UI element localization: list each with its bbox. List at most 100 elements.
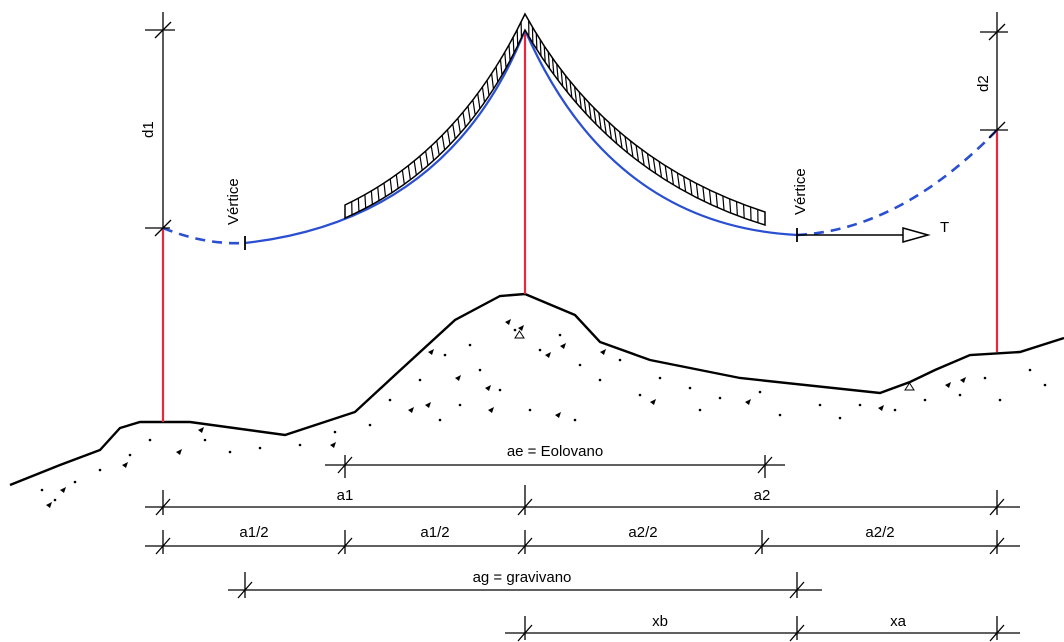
hatch-line <box>670 169 675 185</box>
a2-half-left-label: a2/2 <box>628 524 657 541</box>
hatch-line <box>598 112 602 130</box>
hatch-line <box>516 29 519 46</box>
hatch-line <box>419 155 423 171</box>
d2-tick-bottom <box>988 121 1006 139</box>
hatch-line <box>472 99 476 116</box>
hatch-line <box>389 178 393 193</box>
ae-label: ae = Eolovano <box>507 443 603 460</box>
d2-tick-top <box>988 23 1006 41</box>
hatch-line <box>364 194 367 209</box>
hatch-line <box>683 176 687 192</box>
hatch-line <box>735 201 738 216</box>
hatch-line <box>486 80 490 96</box>
hatch-line <box>491 73 495 90</box>
d2-label: d2 <box>975 75 992 92</box>
hatch-line <box>512 37 515 54</box>
a1-half-left-label: a1/2 <box>239 524 268 541</box>
conductor-left-dashed <box>162 226 246 245</box>
a1-half-right-label: a1/2 <box>420 524 449 541</box>
xb-label: xb <box>652 613 668 630</box>
hatch-line <box>722 196 725 211</box>
hatch-line <box>457 118 461 134</box>
ag-label: ag = gravivano <box>473 569 572 586</box>
hatch-line <box>543 45 546 63</box>
soil-triangle-mark <box>514 330 915 391</box>
hatch-line <box>646 153 651 170</box>
load-hatch-band <box>344 12 766 227</box>
hatch-line <box>652 157 657 174</box>
hatch-line <box>742 204 745 219</box>
load-hatch-lines <box>351 20 759 223</box>
hatch-line <box>695 183 699 199</box>
hatch-line <box>407 165 411 180</box>
d1-tick-bottom <box>154 219 172 237</box>
hatch-line <box>624 136 629 153</box>
x-tick-right <box>989 624 1005 642</box>
tension-arrow-head <box>902 227 931 243</box>
a-tick-left <box>155 498 171 516</box>
hatch-line <box>708 189 712 205</box>
conductor-left-span <box>244 29 527 245</box>
hatch-line <box>629 140 634 158</box>
hatch-line <box>608 122 613 140</box>
hatch-line <box>569 81 573 98</box>
hatch-line <box>560 69 564 87</box>
hatch-line <box>477 93 481 109</box>
soil-aggregate <box>46 319 966 508</box>
soil-stipple <box>40 328 1047 502</box>
hatch-line <box>377 187 380 201</box>
hatch-line <box>676 172 681 189</box>
ae-tick-left <box>337 456 353 474</box>
hatch-line <box>664 165 669 182</box>
a2-half-right-label: a2/2 <box>865 524 894 541</box>
a-tick-right <box>989 498 1005 516</box>
x-tick-center <box>789 624 805 642</box>
hatch-line <box>495 66 499 83</box>
hatch-line <box>446 129 451 145</box>
hatch-line <box>504 52 507 68</box>
hatch-line <box>383 183 387 197</box>
hatch-line <box>658 161 663 178</box>
x-tick-left <box>517 624 533 642</box>
half-tick-2 <box>337 537 353 555</box>
hatch-line <box>618 131 623 149</box>
hatch-line <box>452 123 456 139</box>
ground-profile <box>9 292 1064 487</box>
a1-label: a1 <box>337 487 354 504</box>
hatch-line <box>603 117 607 135</box>
tension-label: T <box>940 219 949 236</box>
hatch-line <box>430 145 435 161</box>
hatch-line <box>462 112 467 128</box>
conductor-right-span <box>523 29 798 237</box>
hatch-line <box>539 39 542 57</box>
hatch-line <box>702 186 706 202</box>
hatch-line <box>551 58 555 75</box>
hatch-line <box>481 86 486 103</box>
hatch-line <box>556 63 559 81</box>
hatch-line <box>395 174 399 189</box>
hatch-line <box>370 190 374 205</box>
hatch-line <box>508 44 511 61</box>
hatch-line <box>425 151 429 166</box>
xa-label: xa <box>890 613 907 630</box>
hatch-line <box>499 59 503 76</box>
half-tick-4 <box>754 537 770 555</box>
half-tick-3 <box>517 537 533 555</box>
ae-tick-right <box>757 456 773 474</box>
hatch-line <box>547 52 551 69</box>
hatch-line <box>573 86 578 104</box>
hatch-line <box>689 180 693 196</box>
hatch-line <box>441 135 446 151</box>
half-tick-5 <box>989 537 1005 555</box>
d1-label: d1 <box>140 121 157 138</box>
ag-tick-left <box>237 581 253 599</box>
a-tick-center <box>517 498 533 516</box>
hatch-line <box>641 149 645 166</box>
hatch-line <box>715 193 719 208</box>
hatch-line <box>588 102 592 120</box>
hatch-line <box>401 170 405 185</box>
d1-tick-top <box>154 21 172 39</box>
hatch-line <box>583 97 587 115</box>
ag-tick-right <box>789 581 805 599</box>
